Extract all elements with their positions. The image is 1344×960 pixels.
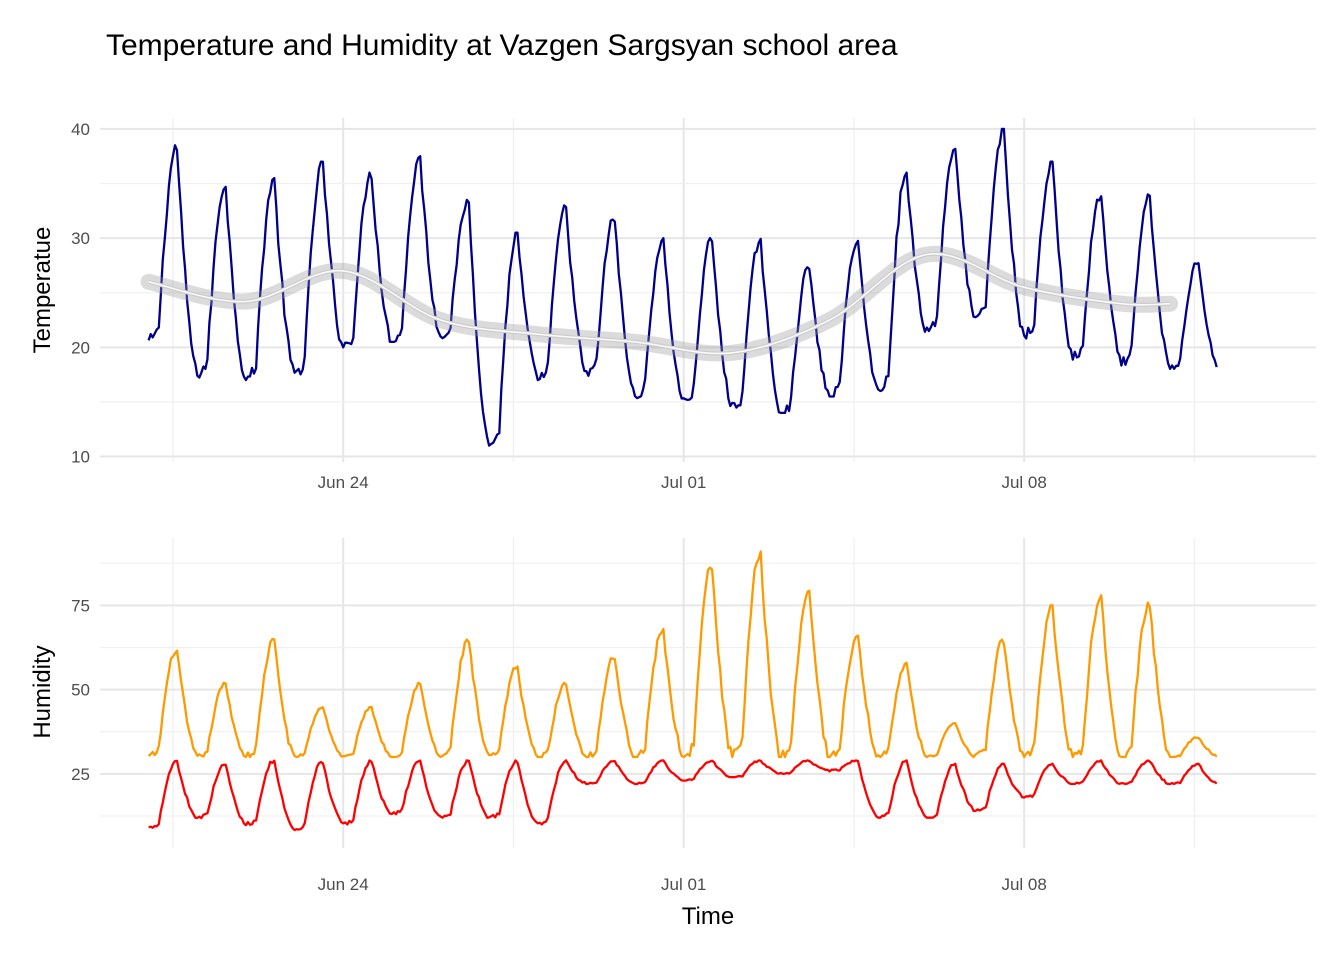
x-tick-label: Jun 24 [318, 473, 369, 492]
x-axis-label: Time [682, 903, 734, 930]
x-tick-label: Jul 01 [661, 875, 706, 894]
temperature-series-group [140, 127, 1218, 447]
humidity-y-axis-label: Humidity [29, 645, 56, 738]
humidity-gridlines [100, 538, 1316, 848]
x-tick-label: Jul 01 [661, 473, 706, 492]
y-tick-label: 10 [71, 448, 90, 467]
hum-series-line-0 [147, 550, 1218, 759]
temperature-x-ticks: Jun 24 Jul 01 Jul 08 [318, 473, 1047, 492]
x-tick-label: Jul 08 [1001, 473, 1046, 492]
temperature-panel: 10 20 30 40 Jun 24 Jul 01 Jul 08 Temperatue [29, 118, 1316, 492]
temperature-gridlines [100, 118, 1316, 462]
y-tick-label: 75 [71, 596, 90, 615]
chart-title: Temperature and Humidity at Vazgen Sargs… [106, 29, 898, 62]
y-tick-label: 50 [71, 681, 90, 700]
humidity-series-group [147, 550, 1218, 832]
x-tick-label: Jun 24 [318, 875, 369, 894]
trend-line-highlight [148, 253, 1171, 355]
hum-series-line-1 [148, 759, 1218, 832]
temp-series-line-0 [147, 127, 1218, 447]
y-tick-label: 40 [71, 120, 90, 139]
humidity-panel: 25 50 75 Jun 24 Jul 01 Jul 08 Humidity Time [29, 538, 1316, 930]
y-tick-label: 25 [71, 765, 90, 784]
humidity-x-ticks: Jun 24 Jul 01 Jul 08 [318, 875, 1047, 894]
humidity-y-ticks: 25 50 75 [71, 596, 90, 783]
y-tick-label: 30 [71, 229, 90, 248]
x-tick-label: Jul 08 [1001, 875, 1046, 894]
temperature-y-axis-label: Temperatue [29, 227, 56, 354]
y-tick-label: 20 [71, 338, 90, 357]
temperature-y-ticks: 10 20 30 40 [71, 120, 90, 467]
